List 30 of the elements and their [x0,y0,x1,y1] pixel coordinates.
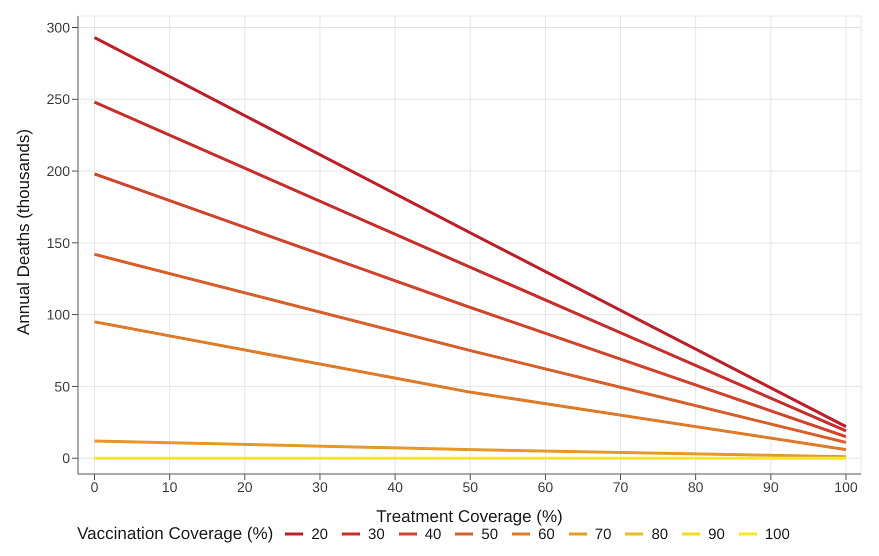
x-tick-label: 70 [612,478,629,495]
x-tick-label: 80 [688,478,704,495]
legend-label: 100 [764,526,790,542]
y-tick-label: 150 [46,234,70,251]
x-tick-label: 90 [763,478,779,495]
legend-label: 50 [481,526,498,542]
y-tick-label: 250 [46,91,70,108]
y-tick-label: 0 [62,450,70,466]
y-tick-label: 50 [54,378,70,394]
legend-label: 90 [708,526,725,542]
x-tick-label: 50 [462,478,478,495]
legend-label: 20 [311,526,328,542]
x-tick-label: 0 [90,478,99,495]
y-tick-label: 300 [46,19,70,36]
y-tick-label: 100 [46,306,70,323]
legend-label: 60 [538,526,555,542]
x-axis-title: Treatment Coverage (%) [376,507,563,526]
x-tick-label: 20 [237,478,253,495]
legend-label: 80 [651,526,668,542]
x-tick-label: 10 [162,478,178,495]
y-tick-label: 200 [46,163,70,180]
y-axis-title: Annual Deaths (thousands) [14,128,34,335]
legend-label: 70 [594,526,612,542]
x-tick-label: 40 [387,478,404,495]
legend-label: 30 [368,526,385,542]
x-tick-label: 60 [538,478,554,495]
legend-title: Vaccination Coverage (%) [77,524,274,544]
legend-label: 40 [424,526,442,542]
x-tick-label: 100 [834,478,858,495]
x-tick-label: 30 [312,478,328,495]
